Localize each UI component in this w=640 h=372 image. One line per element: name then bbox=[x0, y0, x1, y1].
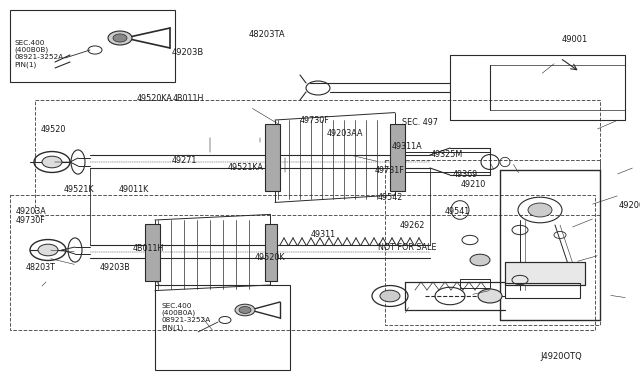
Text: 49325M: 49325M bbox=[431, 150, 463, 159]
Circle shape bbox=[380, 290, 400, 302]
Text: 49520K: 49520K bbox=[255, 253, 285, 262]
Bar bbox=[10, 195, 595, 330]
Text: 49541: 49541 bbox=[445, 207, 470, 216]
Bar bbox=[10, 10, 175, 82]
Text: 48203TA: 48203TA bbox=[248, 30, 285, 39]
Text: 49731F: 49731F bbox=[374, 166, 404, 174]
Text: 49271: 49271 bbox=[172, 156, 197, 165]
Text: SEC.400
(400B0B)
08921-3252A
PIN(1): SEC.400 (400B0B) 08921-3252A PIN(1) bbox=[14, 40, 63, 68]
Bar bbox=[390, 124, 405, 191]
Text: 49203AA: 49203AA bbox=[326, 129, 363, 138]
Text: 49521K: 49521K bbox=[64, 185, 95, 194]
Text: 49203A: 49203A bbox=[16, 207, 47, 216]
Bar bbox=[265, 124, 280, 191]
Circle shape bbox=[235, 304, 255, 316]
Circle shape bbox=[239, 307, 251, 314]
Circle shape bbox=[470, 254, 490, 266]
Text: 49203B: 49203B bbox=[172, 48, 204, 57]
Bar bbox=[505, 262, 585, 285]
Text: 49542: 49542 bbox=[378, 193, 403, 202]
Text: 49210: 49210 bbox=[461, 180, 486, 189]
Circle shape bbox=[38, 244, 58, 256]
Text: 48203T: 48203T bbox=[26, 263, 56, 272]
Circle shape bbox=[42, 156, 62, 168]
Circle shape bbox=[478, 289, 502, 303]
Text: 49311A: 49311A bbox=[392, 142, 422, 151]
Text: 49521KA: 49521KA bbox=[227, 163, 263, 172]
Text: 49730F: 49730F bbox=[300, 116, 329, 125]
Text: 49520KA: 49520KA bbox=[136, 94, 172, 103]
Circle shape bbox=[108, 31, 132, 45]
Text: 49369: 49369 bbox=[453, 170, 478, 179]
Text: SEC. 497: SEC. 497 bbox=[402, 118, 438, 127]
Text: 49730F: 49730F bbox=[16, 216, 45, 225]
Text: 49011K: 49011K bbox=[118, 185, 148, 194]
Text: 49001: 49001 bbox=[562, 35, 588, 44]
Bar bbox=[155, 285, 290, 370]
Circle shape bbox=[113, 34, 127, 42]
Bar bbox=[35, 100, 600, 215]
Text: 49200: 49200 bbox=[618, 201, 640, 210]
Text: 49520: 49520 bbox=[40, 125, 66, 134]
Bar bbox=[145, 224, 160, 281]
Text: 49262: 49262 bbox=[400, 221, 426, 230]
Text: 49203B: 49203B bbox=[99, 263, 130, 272]
Text: SEC.400
(400B0A)
08921-3252A
PIN(1): SEC.400 (400B0A) 08921-3252A PIN(1) bbox=[161, 303, 211, 331]
Bar bbox=[505, 283, 580, 298]
Bar bbox=[505, 262, 585, 285]
Text: 49311: 49311 bbox=[310, 230, 335, 239]
Text: J4920OTQ: J4920OTQ bbox=[541, 352, 582, 361]
Text: NOT FOR SALE: NOT FOR SALE bbox=[378, 243, 436, 252]
Bar bbox=[265, 224, 277, 281]
Circle shape bbox=[528, 203, 552, 217]
Bar bbox=[460, 279, 490, 288]
Bar bbox=[385, 160, 600, 325]
Text: 4B011H: 4B011H bbox=[133, 244, 164, 253]
Text: 4B011H: 4B011H bbox=[173, 94, 204, 103]
